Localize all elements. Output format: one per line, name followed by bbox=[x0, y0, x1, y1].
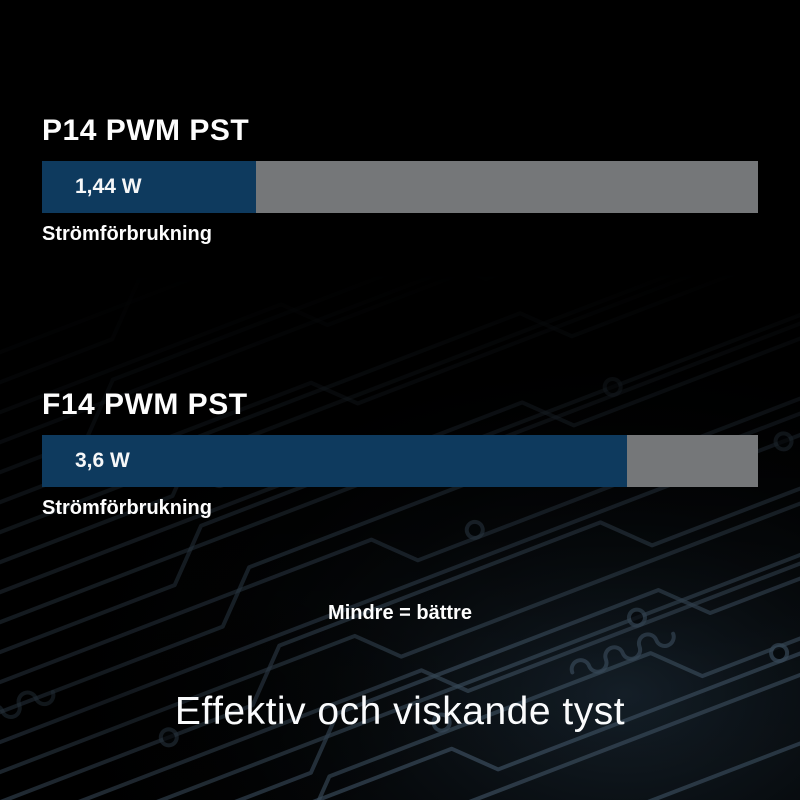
bar-caption-p14: Strömförbrukning bbox=[42, 223, 212, 245]
bar-value-f14: 3,6 W bbox=[75, 449, 130, 472]
bar-track-f14: 3,6 W bbox=[42, 435, 758, 487]
bar-track-p14: 1,44 W bbox=[42, 161, 758, 213]
bar-fill-f14: 3,6 W bbox=[42, 435, 627, 487]
bar-fill-p14: 1,44 W bbox=[42, 161, 257, 213]
background-shadow bbox=[0, 540, 480, 800]
comparison-note: Mindre = bättre bbox=[328, 602, 472, 624]
bar-title-f14: F14 PWM PST bbox=[42, 388, 248, 421]
chart-group-p14: P14 PWM PST 1,44 W Strömförbrukning bbox=[42, 112, 758, 248]
page-title: Effektiv och viskande tyst bbox=[174, 690, 626, 733]
chart-group-f14: F14 PWM PST 3,6 W Strömförbrukning bbox=[42, 386, 758, 522]
bar-title-p14: P14 PWM PST bbox=[42, 114, 250, 147]
bar-value-p14: 1,44 W bbox=[75, 175, 142, 198]
bar-caption-f14: Strömförbrukning bbox=[42, 497, 212, 519]
